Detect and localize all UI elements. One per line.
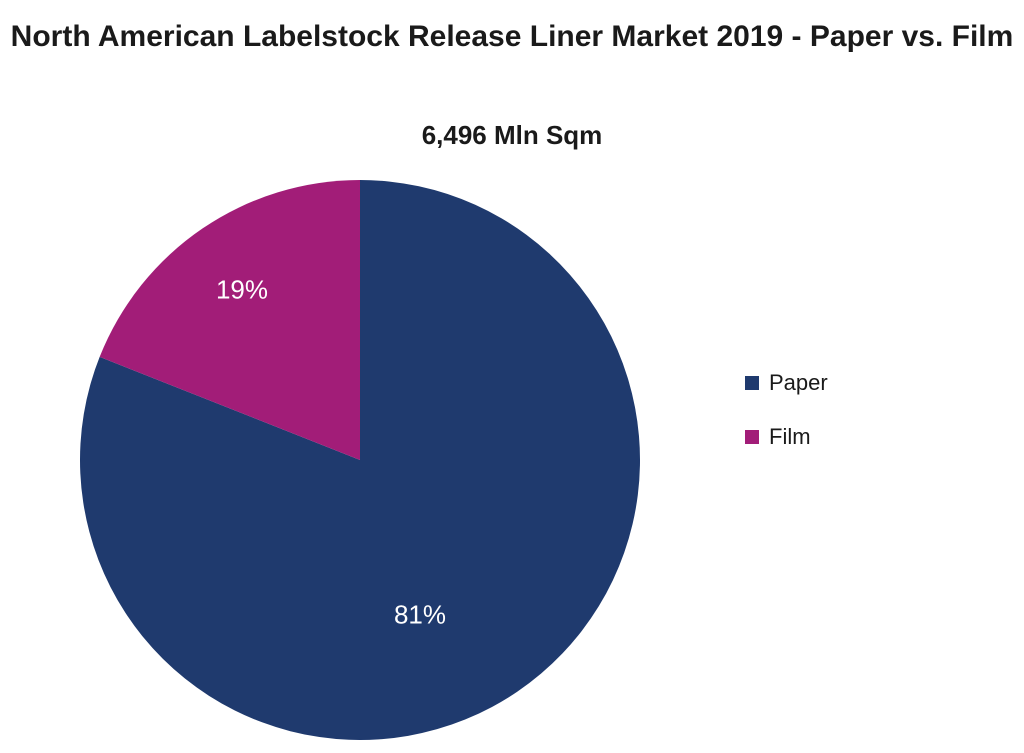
legend-item-film: Film <box>745 424 828 450</box>
legend-label-paper: Paper <box>769 370 828 396</box>
legend: Paper Film <box>745 370 828 450</box>
chart-title: North American Labelstock Release Liner … <box>0 18 1024 56</box>
slice-label-paper: 81% <box>394 600 446 631</box>
chart-subtitle: 6,496 Mln Sqm <box>0 120 1024 151</box>
legend-swatch-paper <box>745 376 759 390</box>
pie-chart <box>80 180 640 740</box>
pie-svg <box>80 180 640 740</box>
slice-label-film: 19% <box>216 275 268 306</box>
legend-swatch-film <box>745 430 759 444</box>
legend-item-paper: Paper <box>745 370 828 396</box>
chart-root: North American Labelstock Release Liner … <box>0 0 1024 753</box>
legend-label-film: Film <box>769 424 811 450</box>
